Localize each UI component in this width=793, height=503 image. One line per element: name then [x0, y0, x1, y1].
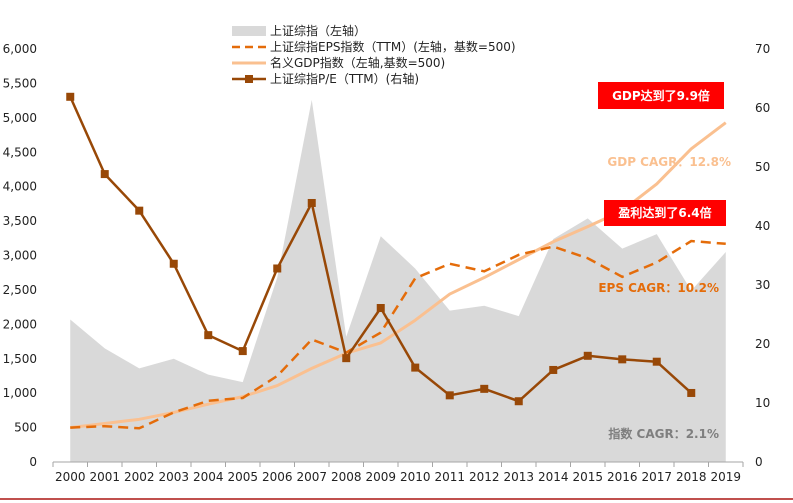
- pe-marker: [549, 365, 558, 374]
- profit-multiple-badge: [604, 200, 726, 226]
- x-tick-label: 2001: [89, 470, 120, 484]
- pe-marker: [376, 304, 385, 313]
- left-y-tick-label: 0: [29, 455, 37, 469]
- pe-marker: [618, 355, 627, 364]
- profit-multiple-text: 盈利达到了6.4倍: [617, 205, 711, 220]
- x-tick-label: 2000: [55, 470, 86, 484]
- left-y-tick-label: 4,000: [3, 180, 37, 194]
- x-tick-label: 2009: [365, 470, 396, 484]
- x-tick-label: 2006: [262, 470, 293, 484]
- x-tick-label: 2010: [400, 470, 431, 484]
- left-y-tick-label: 2,500: [3, 283, 37, 297]
- right-y-tick-label: 60: [755, 101, 770, 115]
- x-tick-label: 2003: [158, 470, 189, 484]
- series-index-area: [70, 99, 726, 462]
- pe-marker: [445, 391, 454, 400]
- pe-marker: [66, 92, 75, 101]
- gdp-cagr-label: GDP CAGR：12.8%: [607, 155, 731, 169]
- x-tick-label: 2015: [572, 470, 603, 484]
- right-y-tick-label: 40: [755, 219, 770, 233]
- right-y-tick-label: 20: [755, 337, 770, 351]
- x-tick-label: 2007: [296, 470, 327, 484]
- gdp-multiple-text: GDP达到了9.9倍: [612, 88, 710, 103]
- legend-swatch-index: [232, 26, 266, 36]
- legend: 上证综指（左轴）上证综指EPS指数（TTM）(左轴，基数=500)名义GDP指数…: [232, 23, 516, 86]
- pe-marker: [687, 388, 696, 397]
- right-y-tick-label: 30: [755, 278, 770, 292]
- legend-label-gdp: 名义GDP指数（左轴,基数=500): [270, 55, 445, 70]
- pe-marker: [411, 363, 420, 372]
- left-y-tick-label: 6,000: [3, 42, 37, 56]
- left-y-tick-label: 500: [14, 421, 37, 435]
- pe-marker: [307, 198, 316, 207]
- left-y-tick-label: 1,000: [3, 386, 37, 400]
- left-y-tick-label: 2,000: [3, 317, 37, 331]
- pe-marker: [342, 354, 351, 363]
- x-tick-label: 2005: [227, 470, 258, 484]
- right-y-tick-label: 50: [755, 160, 770, 174]
- x-tick-label: 2017: [641, 470, 672, 484]
- left-y-tick-label: 3,500: [3, 214, 37, 228]
- pe-marker: [238, 347, 247, 356]
- x-tick-label: 2018: [676, 470, 707, 484]
- x-tick-label: 2013: [503, 470, 534, 484]
- index-area-layer: [70, 99, 726, 462]
- legend-label-index: 上证综指（左轴）: [270, 23, 366, 38]
- pe-marker: [100, 170, 109, 179]
- right-y-tick-label: 70: [755, 42, 770, 56]
- pe-marker: [169, 259, 178, 268]
- legend-marker-pe: [245, 75, 253, 83]
- x-tick-label: 2011: [434, 470, 465, 484]
- x-tick-label: 2004: [193, 470, 224, 484]
- x-tick-label: 2019: [710, 470, 741, 484]
- pe-marker: [135, 206, 144, 215]
- left-y-tick-label: 1,500: [3, 352, 37, 366]
- x-tick-label: 2012: [469, 470, 500, 484]
- gdp-multiple-badge: [598, 82, 724, 109]
- pe-marker: [583, 351, 592, 360]
- left-y-tick-label: 5,000: [3, 111, 37, 125]
- eps-cagr-label: EPS CAGR：10.2%: [598, 281, 719, 295]
- right-y-tick-label: 10: [755, 396, 770, 410]
- x-tick-label: 2002: [124, 470, 155, 484]
- left-y-tick-label: 4,500: [3, 145, 37, 159]
- pe-marker: [480, 384, 489, 393]
- left-y-tick-label: 3,000: [3, 249, 37, 263]
- x-tick-label: 2008: [331, 470, 362, 484]
- index-cagr-label: 指数 CAGR：2.1%: [608, 426, 719, 441]
- pe-marker: [652, 357, 661, 366]
- pe-marker: [514, 397, 523, 406]
- axis-layer: 2000 2001 2002 2003 2004 2005 2006 2007 2008 2009…: [3, 42, 771, 484]
- pe-marker: [204, 331, 213, 340]
- legend-label-pe: 上证综指P/E（TTM）(右轴): [270, 71, 419, 86]
- legend-label-eps: 上证综指EPS指数（TTM）(左轴，基数=500): [270, 39, 516, 54]
- x-tick-label: 2016: [607, 470, 638, 484]
- x-tick-label: 2014: [538, 470, 569, 484]
- pe-marker: [273, 264, 282, 273]
- right-y-tick-label: 0: [755, 455, 763, 469]
- left-y-tick-label: 5,500: [3, 76, 37, 90]
- series-eps-line: [70, 239, 726, 430]
